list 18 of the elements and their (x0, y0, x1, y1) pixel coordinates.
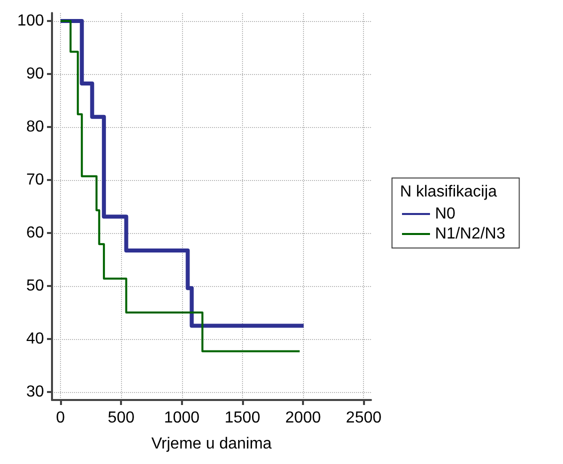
x-tick-label: 1000 (164, 410, 200, 426)
y-tick-label: 90 (26, 65, 44, 82)
legend-label: N1/N2/N3 (435, 226, 506, 242)
y-tick-label: 70 (26, 171, 44, 188)
y-tick-label: 100 (17, 12, 44, 30)
y-tick-label: 60 (26, 224, 44, 242)
y-tick-label: 80 (26, 118, 44, 136)
x-tick-label: 2000 (285, 410, 321, 426)
y-tick-label: 30 (26, 384, 44, 401)
x-tick-label: 500 (108, 410, 135, 426)
legend-title: N klasifikacija (400, 184, 498, 200)
y-tick-label: 50 (26, 278, 44, 295)
x-tick-label: 1500 (224, 410, 260, 426)
x-axis-title: Vrjeme u danima (151, 436, 272, 452)
legend-label: N0 (435, 206, 456, 222)
x-tick-label: 2500 (346, 410, 382, 426)
y-tick-label: 40 (26, 330, 44, 348)
x-tick-label: 0 (56, 410, 66, 426)
